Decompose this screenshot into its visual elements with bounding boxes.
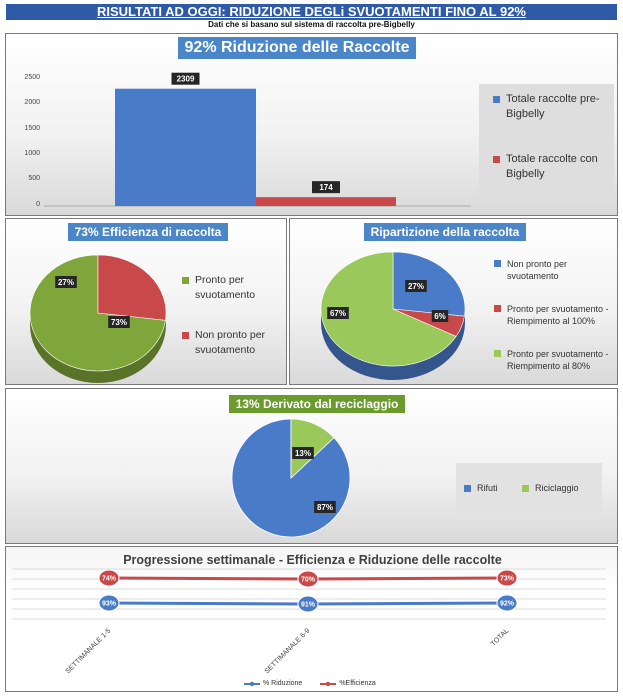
- line-point: 73%: [496, 569, 518, 587]
- legend-label: Rifuti: [477, 483, 498, 493]
- legend-label: Pronto per svuotamento: [195, 274, 256, 301]
- breakdown-pie-panel: Ripartizione della raccolta 27% 6% 67% Non…: [289, 218, 618, 385]
- legend-swatch-light-green: [494, 350, 501, 357]
- bar: [256, 197, 396, 206]
- pie-slice: [392, 251, 466, 317]
- legend-label: Pronto per svuotamento - Riempimento al …: [507, 349, 609, 371]
- pie-side: [321, 309, 465, 380]
- legend-label: Totale raccolte con Bigbelly: [506, 153, 598, 180]
- legend-label: % Riduzione: [263, 680, 303, 687]
- legend-label: Non pronto per svuotamento: [195, 329, 266, 356]
- pie-data-label: 13%: [292, 447, 314, 459]
- svg-text:27%: 27%: [58, 278, 74, 287]
- pie-data-label: 67%: [327, 307, 349, 319]
- x-tick-label: SETTIMANALE 6-9: [264, 627, 312, 675]
- svg-text:13%: 13%: [295, 449, 311, 458]
- y-tick: 1500: [24, 125, 40, 132]
- line-point: 93%: [98, 594, 120, 612]
- legend-label: Non pronto per svuotamento: [507, 259, 568, 281]
- bar: [115, 88, 256, 206]
- recycling-legend: Rifuti Riciclaggio: [456, 463, 602, 515]
- svg-text:73%: 73%: [111, 318, 127, 327]
- pie-data-label: 73%: [108, 316, 130, 328]
- bar-legend: Totale raccolte pre-Bigbelly Totale racc…: [479, 84, 614, 198]
- page-title: RISULTATI AD OGGI: RIDUZIONE DEGLi SVUOT…: [6, 4, 617, 20]
- line-point: 70%: [297, 570, 319, 588]
- svg-text:174: 174: [319, 183, 333, 192]
- svg-text:87%: 87%: [317, 503, 333, 512]
- line-point: 91%: [297, 595, 319, 613]
- pie-data-label: 27%: [55, 276, 77, 288]
- legend-label: %Efficienza: [339, 680, 376, 687]
- bar-chart-panel: 92% Riduzione delle Raccolte 2500 2000 1…: [5, 33, 618, 216]
- pie-side: [30, 313, 166, 383]
- recycling-pie-panel: 13% Derivato dal reciclaggio 87% 13% Rifu…: [5, 388, 618, 544]
- line-chart-panel: Progressione settimanale - Efficienza e …: [5, 546, 618, 692]
- y-tick: 0: [36, 201, 40, 208]
- legend-swatch-blue: [464, 485, 471, 492]
- svg-text:27%: 27%: [408, 282, 424, 291]
- x-tick-label: TOTAL: [490, 627, 511, 648]
- legend-line-red: [320, 681, 337, 686]
- pie-slice: [320, 251, 457, 367]
- bar-data-label: 2309: [171, 72, 200, 85]
- legend-swatch-green: [182, 277, 189, 284]
- line-chart: 74% 70% 73% 93% 91% 92% SETTIMANALE 1-5 SETTIMA…: [12, 568, 606, 675]
- legend-label: Totale raccolte pre-Bigbelly: [506, 93, 600, 120]
- line-legend: % Riduzione %Efficienza: [244, 680, 376, 687]
- svg-text:70%: 70%: [301, 577, 316, 584]
- legend-swatch-red: [493, 156, 500, 163]
- efficiency-pie: 73% 27%: [29, 254, 167, 383]
- y-tick: 1000: [24, 150, 40, 157]
- svg-text:2309: 2309: [177, 75, 195, 84]
- pie-slice: [97, 254, 167, 321]
- svg-text:74%: 74%: [102, 576, 117, 583]
- efficiency-pie-panel: 73% Efficienza di raccolta 73% 27% Pronto…: [5, 218, 287, 385]
- svg-text:73%: 73%: [500, 576, 515, 583]
- line-chart-title: Progressione settimanale - Efficienza e …: [123, 553, 502, 567]
- recycling-pie: 87% 13%: [231, 418, 351, 538]
- legend-swatch-blue: [493, 96, 500, 103]
- y-tick: 2000: [24, 99, 40, 106]
- legend-swatch-red: [182, 332, 189, 339]
- bar-chart: 2309 174: [44, 72, 471, 207]
- svg-text:91%: 91%: [301, 602, 316, 609]
- legend-swatch-red: [494, 305, 501, 312]
- breakdown-pie: 27% 6% 67%: [320, 251, 466, 380]
- legend-swatch-light-green: [522, 485, 529, 492]
- recycling-pie-title: 13% Derivato dal reciclaggio: [229, 395, 405, 413]
- efficiency-pie-title: 73% Efficienza di raccolta: [68, 223, 228, 241]
- bar-data-label: 174: [312, 181, 340, 194]
- svg-text:92%: 92%: [500, 601, 515, 608]
- svg-text:93%: 93%: [102, 601, 117, 608]
- pie-data-label: 6%: [431, 310, 449, 322]
- svg-text:6%: 6%: [434, 312, 446, 321]
- y-tick: 500: [28, 175, 40, 182]
- bar-chart-title: 92% Riduzione delle Raccolte: [178, 37, 416, 59]
- svg-text:67%: 67%: [330, 309, 346, 318]
- legend-label: Pronto per svuotamento - Riempimento al …: [507, 304, 609, 326]
- y-tick: 2500: [24, 74, 40, 81]
- legend-swatch-blue: [494, 260, 501, 267]
- breakdown-pie-title: Ripartizione della raccolta: [364, 223, 526, 241]
- legend-label: Riciclaggio: [535, 483, 579, 493]
- pie-data-label: 27%: [405, 280, 427, 292]
- x-tick-label: SETTIMANALE 1-5: [65, 627, 113, 675]
- pie-data-label: 87%: [314, 501, 336, 513]
- line-point: 92%: [496, 594, 518, 612]
- line-point: 74%: [98, 569, 120, 587]
- page-subtitle: Dati che si basano sul sistema di raccol…: [208, 20, 415, 29]
- legend-line-blue: [244, 681, 260, 686]
